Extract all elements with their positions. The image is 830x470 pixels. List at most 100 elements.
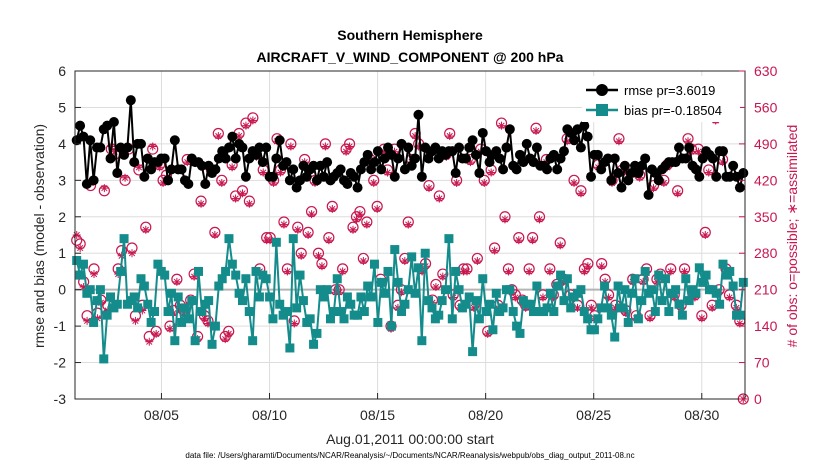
obs-assimilated-stroke-d2	[570, 179, 578, 187]
obs-assimilated-stroke-d2	[674, 190, 681, 197]
bias-point	[593, 314, 603, 324]
legend: rmse pr=3.6019 bias pr=-0.18504	[582, 76, 740, 122]
obs-assimilated-point	[431, 283, 440, 292]
rmse-point	[220, 153, 231, 164]
obs-assimilated-stroke-d2	[322, 143, 329, 150]
rmse-point	[728, 160, 739, 171]
obs-assimilated-point	[535, 215, 544, 224]
obs-assimilated-point	[704, 168, 713, 177]
bias-point	[116, 266, 126, 276]
right-tick-label-6: 420	[754, 172, 778, 188]
rmse-point	[592, 149, 603, 160]
bias-point	[711, 288, 721, 298]
obs-assimilated-stroke-d2	[298, 252, 305, 259]
bias-point	[498, 303, 508, 313]
rmse-point	[674, 142, 685, 153]
obs-assimilated-point	[438, 272, 447, 281]
obs-assimilated-stroke-d2	[646, 315, 654, 322]
bias-point	[221, 266, 231, 276]
bias-point	[393, 277, 403, 287]
bias-point	[691, 288, 701, 298]
obs-assimilated-stroke-d2	[308, 211, 315, 218]
bias-point	[491, 288, 501, 298]
bias-point	[150, 307, 160, 317]
obs-assimilated-stroke-d2	[325, 237, 332, 244]
rmse-point	[616, 182, 627, 193]
obs-assimilated-point	[148, 142, 157, 151]
obs-assimilated-point	[245, 199, 254, 208]
bias-point	[281, 307, 291, 317]
rmse-point	[410, 153, 421, 164]
rmse-point	[494, 153, 505, 164]
obs-assimilated-stroke-d2	[228, 164, 236, 171]
bias-point	[464, 292, 474, 302]
obs-assimilated-point	[279, 220, 288, 229]
obs-assimilated-stroke-d2	[363, 221, 370, 228]
bias-point	[613, 281, 623, 291]
obs-assimilated-point	[725, 293, 734, 302]
bias-point	[447, 314, 457, 324]
bias-point	[339, 314, 349, 324]
left-tick-label-4: 1	[58, 245, 66, 261]
obs-assimilated-point	[424, 184, 433, 193]
bias-point	[275, 299, 285, 309]
bias-point	[579, 307, 589, 317]
bias-point	[471, 296, 481, 306]
legend-rmse-label: rmse pr=3.6019	[624, 83, 715, 98]
obs-assimilated-point	[286, 142, 295, 151]
obs-assimilated-point	[283, 267, 292, 276]
rmse-point	[609, 153, 620, 164]
obs-assimilated-point	[500, 215, 509, 224]
obs-assimilated-stroke-d2	[695, 148, 702, 155]
bias-point	[427, 303, 437, 313]
obs-assimilated-stroke-d2	[101, 184, 108, 192]
bias-point	[238, 296, 247, 306]
rmse-point	[552, 164, 563, 175]
bias-point	[508, 307, 518, 317]
obs-assimilated-stroke-d2	[474, 257, 481, 265]
obs-assimilated-stroke-d2	[453, 179, 460, 187]
obs-assimilated-point	[525, 267, 534, 276]
bias-point	[640, 266, 650, 276]
right-tick-label-8: 560	[754, 99, 778, 115]
obs-assimilated-point	[487, 168, 496, 177]
obs-assimilated-point	[214, 132, 223, 141]
bias-point	[251, 266, 261, 276]
obs-assimilated-point	[259, 168, 268, 177]
rmse-point	[734, 182, 745, 193]
bias-point	[454, 285, 464, 295]
obs-assimilated-stroke-d2	[436, 195, 443, 202]
obs-assimilated-point	[338, 267, 347, 276]
obs-assimilated-point	[490, 246, 499, 255]
obs-assimilated-stroke-d2	[405, 221, 412, 228]
x-tick-label-2: 08/15	[360, 407, 395, 423]
obs-assimilated-stroke-d2	[681, 268, 688, 275]
obs-assimilated-stroke-d2	[726, 294, 733, 301]
bias-point	[332, 274, 342, 284]
obs-assimilated-point	[76, 244, 85, 253]
obs-assimilated-point	[587, 303, 596, 312]
obs-assimilated-point	[127, 249, 136, 258]
rmse-point	[261, 142, 272, 153]
bias-point	[234, 288, 244, 298]
rmse-point	[159, 153, 170, 164]
bias-point	[542, 303, 552, 313]
rmse-point	[335, 164, 346, 175]
bias-point	[356, 292, 366, 302]
bias-point	[183, 314, 193, 324]
obs-assimilated-point	[545, 267, 554, 276]
obs-assimilated-point	[238, 189, 247, 198]
chart-subtitle: AIRCRAFT_V_WIND_COMPONENT @ 200 hPa	[257, 49, 564, 65]
bias-point	[515, 328, 525, 338]
rmse-point	[707, 153, 718, 164]
bias-point	[735, 310, 745, 320]
rmse-point	[504, 124, 515, 135]
bias-point	[106, 292, 116, 302]
obs-assimilated-point	[304, 231, 313, 239]
obs-assimilated-point	[646, 314, 655, 323]
obs-assimilated-point	[248, 116, 257, 125]
obs-assimilated-point	[556, 241, 565, 250]
rmse-point	[271, 153, 282, 164]
obs-assimilated-stroke-d2	[135, 164, 143, 171]
